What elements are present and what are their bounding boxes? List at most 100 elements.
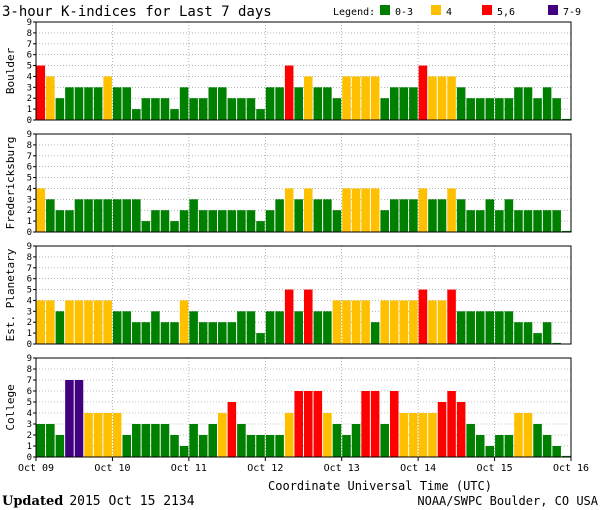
bar	[495, 435, 504, 457]
bar	[227, 402, 237, 457]
bar	[342, 76, 351, 120]
bar	[437, 402, 447, 457]
bar	[504, 199, 514, 232]
legend-swatch-1	[380, 5, 390, 15]
bar	[351, 188, 361, 232]
panel-label-3: Est. Planetary	[4, 248, 17, 341]
bar	[399, 413, 409, 457]
bar	[428, 76, 437, 120]
y-tick-label: 8	[27, 253, 32, 263]
bar	[523, 210, 533, 232]
bar	[284, 289, 294, 344]
bar	[198, 435, 208, 457]
bar	[304, 289, 313, 344]
bar	[456, 311, 466, 344]
y-tick-label: 0	[27, 340, 32, 350]
bar	[485, 98, 495, 120]
bar	[332, 424, 342, 457]
panel-label-1: Boulder	[4, 47, 17, 94]
bar	[542, 210, 552, 232]
y-tick-label: 7	[27, 40, 32, 50]
bar	[447, 76, 456, 120]
y-tick-label: 8	[27, 141, 32, 151]
bar	[552, 210, 561, 232]
bar	[456, 199, 466, 232]
bar	[313, 87, 323, 120]
bar	[361, 188, 370, 232]
bar	[495, 98, 504, 120]
bar	[122, 87, 132, 120]
bar	[65, 87, 74, 120]
bar	[141, 98, 151, 120]
x-tick-label: Oct 13	[324, 463, 360, 474]
bar	[36, 188, 46, 232]
bar	[189, 424, 198, 457]
y-tick-label: 5	[27, 62, 32, 72]
bar	[198, 98, 208, 120]
bar	[74, 380, 84, 457]
bar	[256, 333, 265, 344]
bar	[227, 210, 237, 232]
bar	[74, 87, 84, 120]
bar	[361, 76, 370, 120]
x-axis-label: Coordinate Universal Time (UTC)	[268, 479, 492, 493]
bar	[313, 199, 323, 232]
bar	[409, 300, 418, 344]
y-tick-label: 1	[27, 442, 32, 452]
bar	[218, 210, 227, 232]
y-tick-label: 5	[27, 174, 32, 184]
y-tick-label: 9	[27, 130, 32, 140]
bar	[237, 210, 246, 232]
bar	[342, 435, 351, 457]
y-tick-label: 8	[27, 365, 32, 375]
bar	[418, 65, 428, 120]
bar	[112, 87, 122, 120]
bar	[323, 311, 332, 344]
bar	[533, 210, 542, 232]
footer-source: NOAA/SWPC Boulder, CO USA	[417, 494, 598, 508]
bar	[132, 199, 141, 232]
bar	[466, 424, 475, 457]
bar	[103, 76, 112, 120]
bar	[36, 300, 46, 344]
bar	[160, 424, 170, 457]
bar	[74, 199, 84, 232]
bar	[46, 76, 55, 120]
bar	[265, 87, 275, 120]
bar	[179, 210, 189, 232]
bar	[246, 311, 256, 344]
bar	[294, 87, 303, 120]
bar	[151, 311, 160, 344]
bar	[141, 322, 151, 344]
bar	[179, 300, 189, 344]
y-tick-label: 3	[27, 195, 32, 205]
bar	[55, 98, 65, 120]
footer-updated-label: Updated	[2, 494, 63, 509]
bar	[208, 87, 218, 120]
bar	[475, 210, 485, 232]
bar	[351, 76, 361, 120]
bar	[504, 435, 514, 457]
panel-label-2: Fredericksburg	[4, 137, 17, 230]
bar	[275, 435, 284, 457]
bar	[380, 424, 389, 457]
bar	[313, 311, 323, 344]
bar	[122, 435, 132, 457]
bar	[495, 311, 504, 344]
bar	[103, 413, 112, 457]
bar	[447, 289, 456, 344]
bar	[370, 188, 380, 232]
bar	[475, 435, 485, 457]
bar	[122, 199, 132, 232]
y-tick-label: 9	[27, 18, 32, 28]
bar	[409, 413, 418, 457]
y-tick-label: 4	[27, 409, 32, 419]
bar	[93, 87, 103, 120]
bar	[370, 322, 380, 344]
bar	[294, 391, 303, 457]
bar	[141, 221, 151, 232]
y-tick-label: 5	[27, 286, 32, 296]
legend-swatch-3	[482, 5, 492, 15]
x-tick-label: Oct 15	[477, 463, 513, 474]
